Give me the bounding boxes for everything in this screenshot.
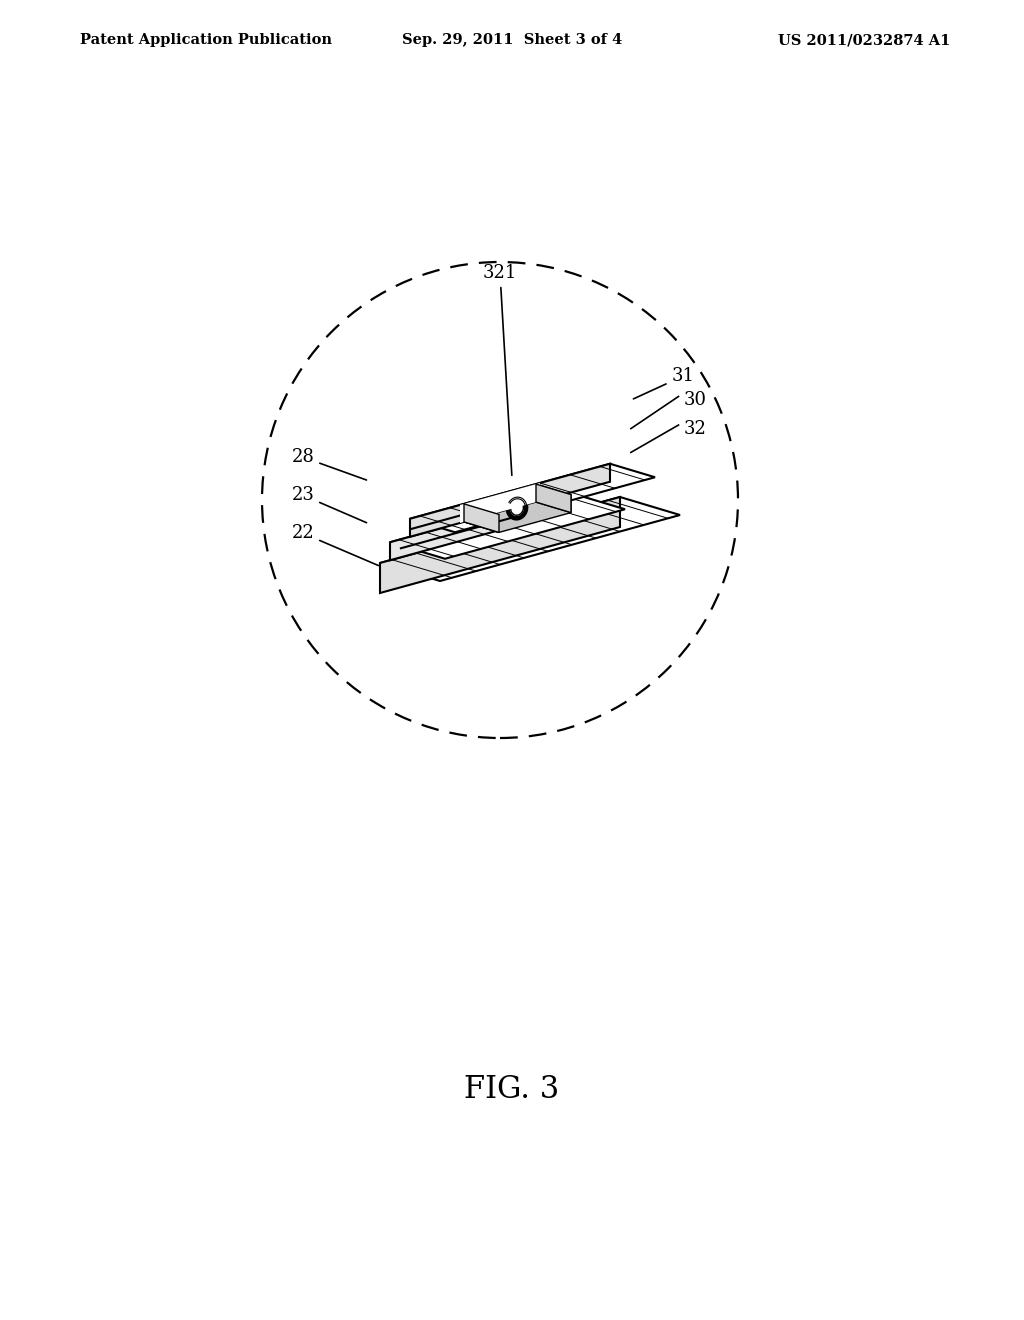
Polygon shape [464, 504, 499, 532]
Text: 32: 32 [683, 420, 707, 438]
Text: 31: 31 [634, 367, 694, 399]
Ellipse shape [509, 499, 525, 517]
Ellipse shape [507, 498, 526, 519]
Polygon shape [390, 492, 570, 560]
Text: 23: 23 [292, 486, 367, 523]
Text: Patent Application Publication: Patent Application Publication [80, 33, 332, 48]
Text: Sep. 29, 2011  Sheet 3 of 4: Sep. 29, 2011 Sheet 3 of 4 [401, 33, 623, 48]
Polygon shape [390, 492, 625, 558]
Polygon shape [380, 498, 680, 581]
Polygon shape [380, 498, 620, 593]
Text: 22: 22 [292, 524, 379, 565]
Text: 28: 28 [292, 449, 367, 480]
Polygon shape [460, 483, 540, 523]
Polygon shape [464, 504, 499, 532]
Polygon shape [410, 463, 655, 532]
Polygon shape [536, 484, 571, 512]
Text: 321: 321 [482, 264, 517, 475]
Polygon shape [536, 484, 571, 512]
Polygon shape [410, 463, 610, 537]
Ellipse shape [511, 502, 523, 515]
Text: US 2011/0232874 A1: US 2011/0232874 A1 [777, 33, 950, 48]
Text: 30: 30 [683, 391, 707, 409]
Polygon shape [464, 502, 571, 532]
Text: FIG. 3: FIG. 3 [464, 1073, 560, 1105]
